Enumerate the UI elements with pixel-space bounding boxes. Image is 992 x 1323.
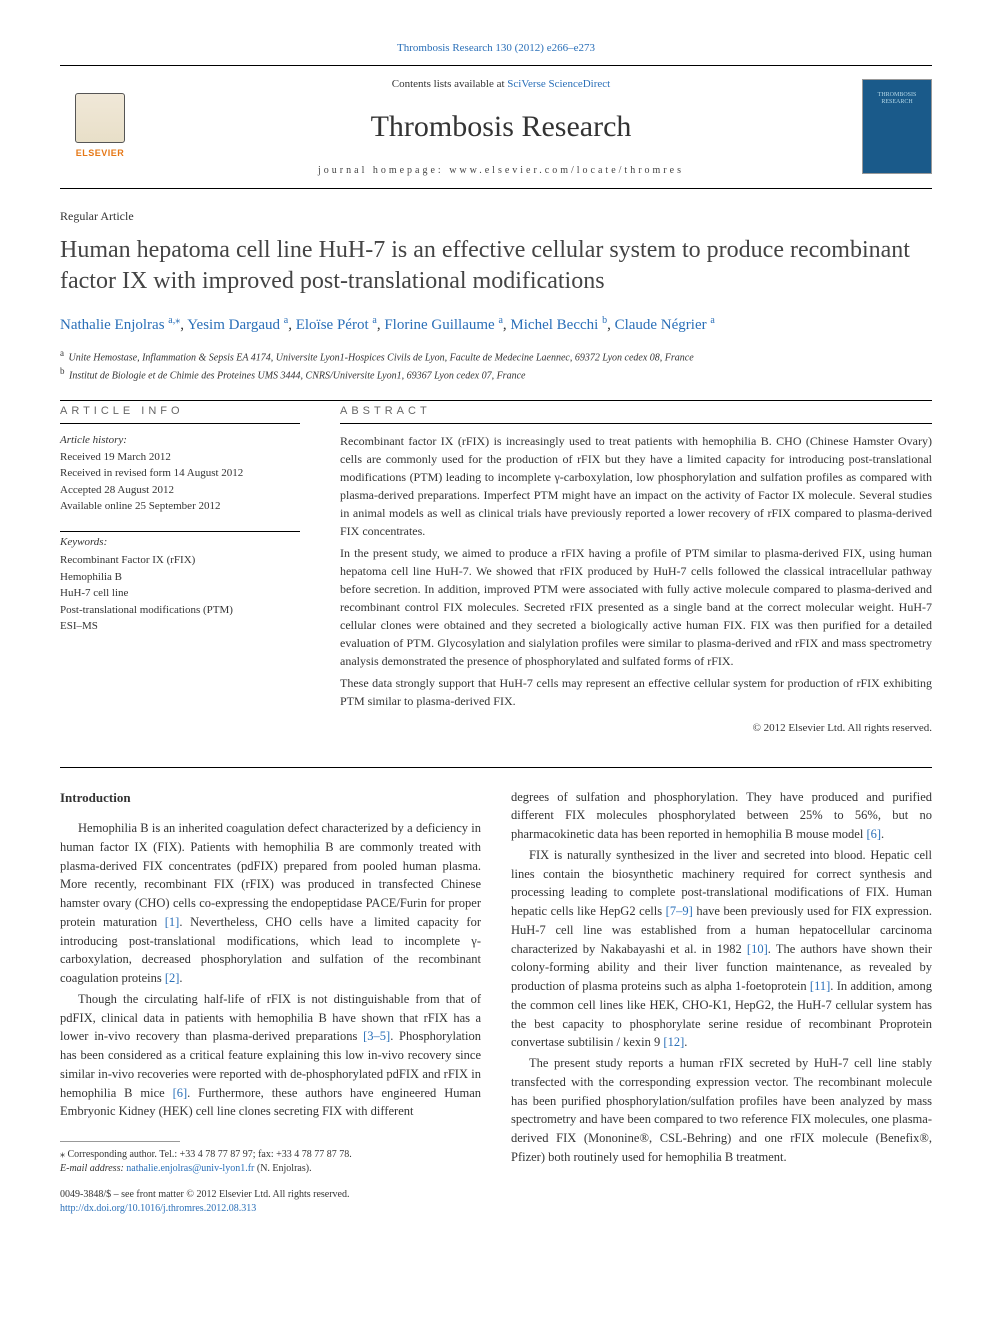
header-journal-ref: Thrombosis Research 130 (2012) e266–e273 <box>60 40 932 57</box>
rule-post-abstract <box>60 767 932 768</box>
rule-top <box>60 65 932 66</box>
journal-title: Thrombosis Research <box>140 104 862 149</box>
intro-heading: Introduction <box>60 788 481 808</box>
affiliations: a Unite Hemostase, Inflammation & Sepsis… <box>60 347 932 384</box>
history-label: Article history: <box>60 432 300 449</box>
ref-link[interactable]: [6] <box>866 827 881 841</box>
keyword: Post-translational modifications (PTM) <box>60 602 300 619</box>
journal-cover-thumbnail: THROMBOSIS RESEARCH <box>862 79 932 174</box>
history-item: Received 19 March 2012 <box>60 449 300 466</box>
author-link[interactable]: Michel Becchi <box>510 317 598 333</box>
footnote-separator <box>60 1141 180 1142</box>
keyword: Recombinant Factor IX (rFIX) <box>60 552 300 569</box>
contents-line: Contents lists available at SciVerse Sci… <box>140 76 862 93</box>
article-type: Regular Article <box>60 207 932 225</box>
body-paragraph: degrees of sulfation and phosphorylation… <box>511 788 932 844</box>
article-title: Human hepatoma cell line HuH-7 is an eff… <box>60 235 932 297</box>
abstract-paragraph: In the present study, we aimed to produc… <box>340 544 932 670</box>
corr-star[interactable]: ⁎ <box>175 315 180 326</box>
abstract-heading: ABSTRACT <box>340 403 932 425</box>
doi-link[interactable]: http://dx.doi.org/10.1016/j.thromres.201… <box>60 1202 481 1216</box>
ref-link[interactable]: [6] <box>173 1086 188 1100</box>
ref-link[interactable]: [11] <box>810 979 830 993</box>
rule-masthead-bottom <box>60 188 932 189</box>
body-paragraph: Though the circulating half-life of rFIX… <box>60 990 481 1121</box>
body-paragraph: FIX is naturally synthesized in the live… <box>511 846 932 1052</box>
keyword: Hemophilia B <box>60 569 300 586</box>
ref-link[interactable]: [12] <box>663 1035 684 1049</box>
history-item: Accepted 28 August 2012 <box>60 482 300 499</box>
abstract-paragraph: Recombinant factor IX (rFIX) is increasi… <box>340 432 932 540</box>
rule-pre-abstract <box>60 400 932 401</box>
ref-link[interactable]: [2] <box>165 971 180 985</box>
journal-homepage: journal homepage: www.elsevier.com/locat… <box>140 163 862 178</box>
masthead: ELSEVIER Contents lists available at Sci… <box>60 68 932 187</box>
ref-link[interactable]: [10] <box>747 942 768 956</box>
sciencedirect-link[interactable]: SciVerse ScienceDirect <box>507 78 610 90</box>
history-item: Available online 25 September 2012 <box>60 498 300 515</box>
keyword: HuH-7 cell line <box>60 585 300 602</box>
article-info-heading: ARTICLE INFO <box>60 403 300 425</box>
affiliation-text: Unite Hemostase, Inflammation & Sepsis E… <box>69 352 694 363</box>
author-link[interactable]: Claude Négrier <box>615 317 707 333</box>
author-link[interactable]: Eloïse Pérot <box>296 317 369 333</box>
elsevier-logo: ELSEVIER <box>60 82 140 172</box>
abstract-paragraph: These data strongly support that HuH-7 c… <box>340 674 932 710</box>
history-item: Received in revised form 14 August 2012 <box>60 465 300 482</box>
authors: Nathalie Enjolras a,⁎, Yesim Dargaud a, … <box>60 313 932 337</box>
cover-text: THROMBOSIS RESEARCH <box>867 84 927 105</box>
keyword: ESI–MS <box>60 618 300 635</box>
body-paragraph: The present study reports a human rFIX s… <box>511 1054 932 1167</box>
email-link[interactable]: nathalie.enjolras@univ-lyon1.fr <box>126 1163 254 1174</box>
ref-link[interactable]: [7–9] <box>666 904 693 918</box>
author-link[interactable]: Yesim Dargaud <box>187 317 280 333</box>
affiliation-text: Institut de Biologie et de Chimie des Pr… <box>69 371 525 382</box>
body-paragraph: Hemophilia B is an inherited coagulation… <box>60 819 481 988</box>
keywords-label: Keywords: <box>60 534 300 551</box>
elsevier-wordmark: ELSEVIER <box>76 147 125 161</box>
abstract-copyright: © 2012 Elsevier Ltd. All rights reserved… <box>340 720 932 737</box>
ref-link[interactable]: [3–5] <box>363 1029 390 1043</box>
footer-copyright: 0049-3848/$ – see front matter © 2012 El… <box>60 1188 481 1202</box>
rule-keywords <box>60 531 300 532</box>
author-link[interactable]: Nathalie Enjolras <box>60 317 165 333</box>
contents-prefix: Contents lists available at <box>392 78 507 90</box>
corresponding-author-footnote: ⁎ Corresponding author. Tel.: +33 4 78 7… <box>60 1148 481 1176</box>
author-link[interactable]: Florine Guillaume <box>384 317 494 333</box>
elsevier-tree-icon <box>75 93 125 143</box>
ref-link[interactable]: [1] <box>165 915 180 929</box>
